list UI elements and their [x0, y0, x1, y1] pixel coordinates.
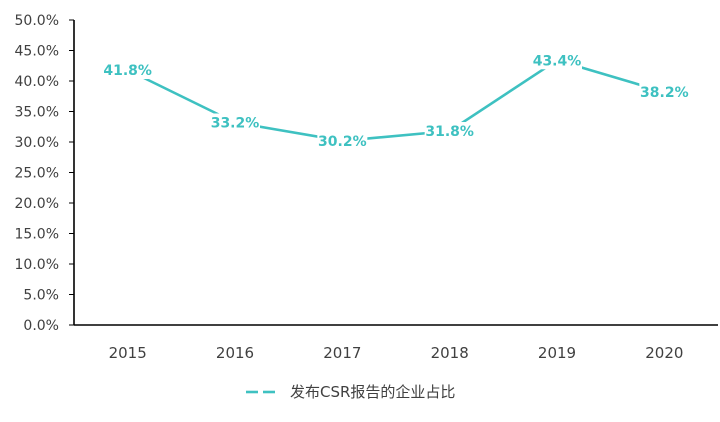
x-tick-label: 2018 — [431, 344, 469, 362]
x-tick-label: 2017 — [323, 344, 361, 362]
data-label-bg — [424, 122, 475, 141]
data-label-bg — [317, 131, 368, 150]
data-label: 43.4% — [533, 53, 582, 69]
y-tick-label: 25.0% — [15, 166, 59, 182]
y-tick-label: 5.0% — [23, 288, 59, 304]
y-tick-label: 20.0% — [15, 196, 59, 212]
data-labels: 41.8% 33.2% 30.2% 31.8% 43.4% 38.2% — [102, 51, 690, 150]
data-label: 30.2% — [318, 134, 367, 150]
x-tick-label: 2019 — [538, 344, 576, 362]
y-tick-label: 40.0% — [15, 74, 59, 90]
x-axis: 2015 2016 2017 2018 2019 2020 — [74, 324, 718, 362]
data-label: 41.8% — [103, 63, 152, 79]
data-label-bg — [210, 113, 260, 132]
x-tick-label: 2016 — [216, 344, 254, 362]
x-tick-label: 2015 — [109, 344, 147, 362]
y-axis: 0.0% 5.0% 10.0% 15.0% 20.0% 25.0% 30.0% 35.0% 40… — [15, 13, 75, 334]
y-tick-label: 0.0% — [23, 318, 59, 334]
series-line — [127, 59, 665, 143]
y-tick-label: 10.0% — [15, 257, 59, 273]
y-tick-label: 15.0% — [15, 227, 59, 243]
legend-label: 发布CSR报告的企业占比 — [290, 383, 455, 401]
series-lines — [127, 59, 665, 143]
data-label: 33.2% — [211, 115, 260, 131]
data-label-bg — [639, 82, 690, 101]
data-label: 31.8% — [425, 124, 474, 140]
data-label: 38.2% — [640, 85, 689, 101]
y-tick-label: 45.0% — [15, 44, 59, 60]
y-tick-label: 50.0% — [15, 13, 59, 29]
x-tick-label: 2020 — [645, 344, 683, 362]
data-label-bg — [532, 51, 582, 70]
y-tick-label: 35.0% — [15, 105, 59, 121]
data-label-bg — [102, 61, 153, 80]
legend: 发布CSR报告的企业占比 — [246, 383, 455, 401]
y-tick-label: 30.0% — [15, 135, 59, 151]
